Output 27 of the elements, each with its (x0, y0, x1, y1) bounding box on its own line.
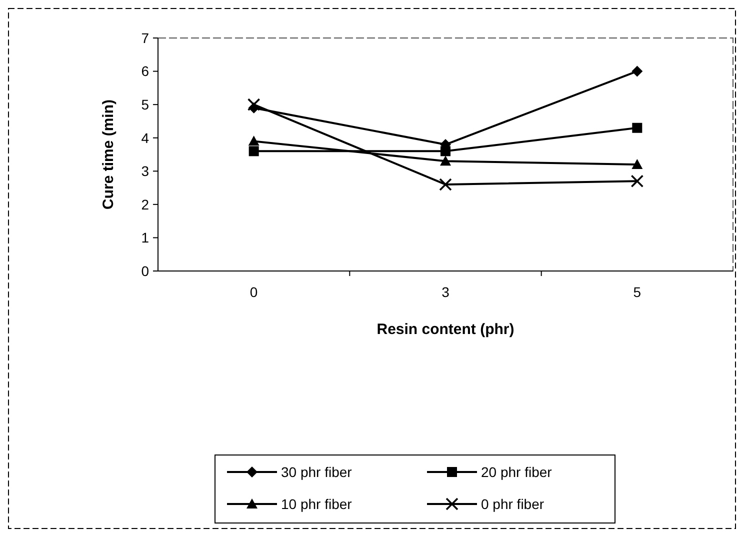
y-axis-title: Cure time (min) (100, 99, 117, 210)
legend-label: 0 phr fiber (481, 496, 544, 512)
point (440, 156, 451, 166)
legend-label: 30 phr fiber (281, 464, 352, 480)
point (247, 98, 260, 111)
point (439, 178, 452, 191)
point (248, 136, 260, 146)
y-tick-label: 0 (141, 262, 150, 279)
x-tick-label: 0 (250, 284, 258, 300)
x-axis-title: Resin content (phr) (376, 321, 514, 338)
y-tick-label: 6 (141, 63, 150, 80)
point (248, 146, 259, 156)
y-tick-label: 3 (141, 163, 150, 180)
y-tick-label: 5 (141, 96, 150, 112)
y-tick-label: 7 (141, 30, 150, 46)
point (632, 122, 642, 133)
x-tick-label: 3 (442, 284, 450, 300)
point (440, 146, 450, 156)
point (632, 158, 643, 169)
point (630, 174, 644, 188)
legend-label: 20 phr fiber (481, 464, 552, 480)
y-tick-label: 1 (141, 230, 150, 246)
point (632, 66, 643, 77)
y-tick-label: 2 (141, 196, 150, 212)
x-tick-label: 5 (633, 284, 642, 300)
legend-label: 10 phr fiber (281, 496, 352, 512)
y-tick-label: 4 (141, 130, 150, 146)
